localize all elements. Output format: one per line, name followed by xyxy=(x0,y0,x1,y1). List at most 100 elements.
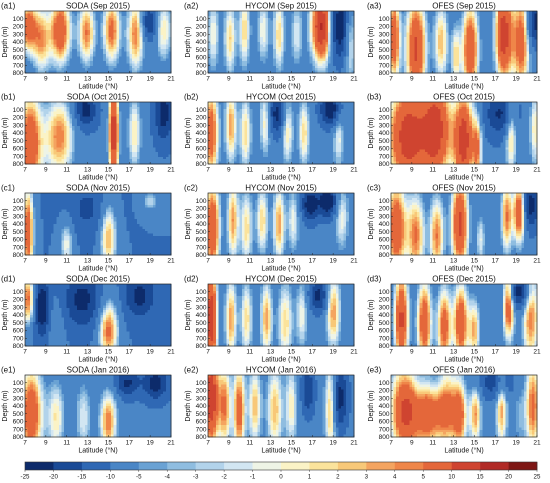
heatmap-cell xyxy=(111,34,115,38)
heatmap-cell xyxy=(61,32,65,36)
heatmap-cell xyxy=(64,32,68,36)
heatmap-cell xyxy=(43,34,47,38)
panel-label: (a2) xyxy=(184,2,199,11)
heatmap-cell xyxy=(30,22,34,26)
panel-b1: (b1) SODA (Oct 2015)100200300400500600700… xyxy=(1,93,175,182)
heatmap-cell xyxy=(48,53,52,57)
heatmap-cell xyxy=(30,20,34,24)
heatmap-cell xyxy=(79,34,83,38)
heatmap-cell xyxy=(48,20,52,24)
heatmap-cell xyxy=(56,42,60,45)
heatmap-cell xyxy=(157,11,162,14)
heatmap-cell xyxy=(61,37,65,41)
heatmap-cell xyxy=(69,37,73,41)
heatmap-cell xyxy=(142,44,146,48)
heatmap-cell xyxy=(74,30,78,33)
heatmap-cell xyxy=(124,42,128,45)
heatmap-cell xyxy=(35,27,39,31)
heatmap-cell xyxy=(168,27,172,31)
heatmap-cell xyxy=(124,20,128,24)
heatmap-cell xyxy=(126,11,130,14)
heatmap-cell xyxy=(38,51,42,55)
heatmap-cell xyxy=(134,42,138,45)
heatmap-cell xyxy=(95,25,99,29)
heatmap-cell xyxy=(147,37,151,41)
heatmap-cell xyxy=(108,37,112,41)
heatmap-cell xyxy=(105,25,109,29)
heatmap-cell xyxy=(111,51,115,55)
heatmap-cell xyxy=(160,22,164,26)
heatmap-cell xyxy=(56,44,60,48)
heatmap-cell xyxy=(77,49,81,52)
heatmap-cell xyxy=(95,20,99,24)
heatmap-cell xyxy=(74,39,78,43)
heatmap-cell xyxy=(61,27,65,31)
heatmap-cell xyxy=(139,32,143,36)
heatmap-cell xyxy=(43,11,47,14)
heatmap-cell xyxy=(139,34,143,38)
heatmap-cell xyxy=(58,46,62,50)
heatmap-cell xyxy=(30,49,34,52)
heatmap-cell xyxy=(111,25,115,29)
heatmap-cell xyxy=(35,32,39,36)
heatmap-cell xyxy=(103,51,107,55)
heatmap-cell xyxy=(90,20,94,24)
heatmap-cell xyxy=(150,37,154,41)
heatmap-cells xyxy=(391,11,538,74)
heatmap-cell xyxy=(103,44,107,48)
heatmap-cell xyxy=(92,20,96,24)
heatmap-cell xyxy=(118,13,122,17)
heatmap-cell xyxy=(32,34,36,38)
heatmap-cell xyxy=(92,44,96,48)
heatmap-cell xyxy=(129,34,133,38)
heatmap-cell xyxy=(147,25,151,29)
heatmap-cell xyxy=(98,25,102,29)
heatmap-cell xyxy=(74,49,78,52)
heatmap-cell xyxy=(137,20,141,24)
heatmap-cell xyxy=(116,49,120,52)
heatmap-cell xyxy=(66,18,70,21)
heatmap-cell xyxy=(48,44,52,48)
heatmap-cell xyxy=(129,37,133,41)
heatmap-cell xyxy=(105,39,109,43)
heatmap-cell xyxy=(90,22,94,26)
heatmap-cell xyxy=(82,34,86,38)
heatmap-cell xyxy=(163,20,167,24)
heatmap-cell xyxy=(134,39,138,43)
heatmap-cell xyxy=(53,46,57,50)
heatmap-cell xyxy=(157,25,162,29)
heatmap-cell xyxy=(129,27,133,31)
heatmap-cell xyxy=(25,27,29,31)
heatmap-cell xyxy=(126,39,130,43)
y-tick-label: 200 xyxy=(13,24,24,31)
heatmap-cell xyxy=(66,15,70,19)
heatmap-cell xyxy=(79,44,83,48)
heatmap-cell xyxy=(71,39,75,43)
heatmap-cell xyxy=(82,18,86,21)
heatmap-cell xyxy=(139,49,143,52)
heatmap-cell xyxy=(103,32,107,36)
heatmap-cell xyxy=(100,46,104,50)
heatmap-cell xyxy=(38,32,42,36)
heatmap-cell xyxy=(134,15,138,19)
heatmap-cell xyxy=(131,32,135,36)
heatmap-cell xyxy=(51,20,55,24)
heatmap-cell xyxy=(152,34,156,38)
heatmap-cell xyxy=(43,30,47,33)
x-tick-label: 17 xyxy=(309,76,317,83)
heatmap-cell xyxy=(45,22,49,26)
heatmap-cell xyxy=(30,27,34,31)
heatmap-cell xyxy=(137,49,141,52)
heatmap-cell xyxy=(157,22,162,26)
heatmap-cell xyxy=(129,11,133,14)
heatmap-cell xyxy=(124,27,128,31)
heatmap-cell xyxy=(147,32,151,36)
heatmap-cell xyxy=(51,13,55,17)
heatmap-cell xyxy=(150,11,154,14)
heatmap-cell xyxy=(84,13,89,17)
panel-label: (a3) xyxy=(367,2,382,11)
heatmap-cell xyxy=(40,25,44,29)
heatmap-cell xyxy=(66,44,70,48)
heatmap-cell xyxy=(152,39,156,43)
